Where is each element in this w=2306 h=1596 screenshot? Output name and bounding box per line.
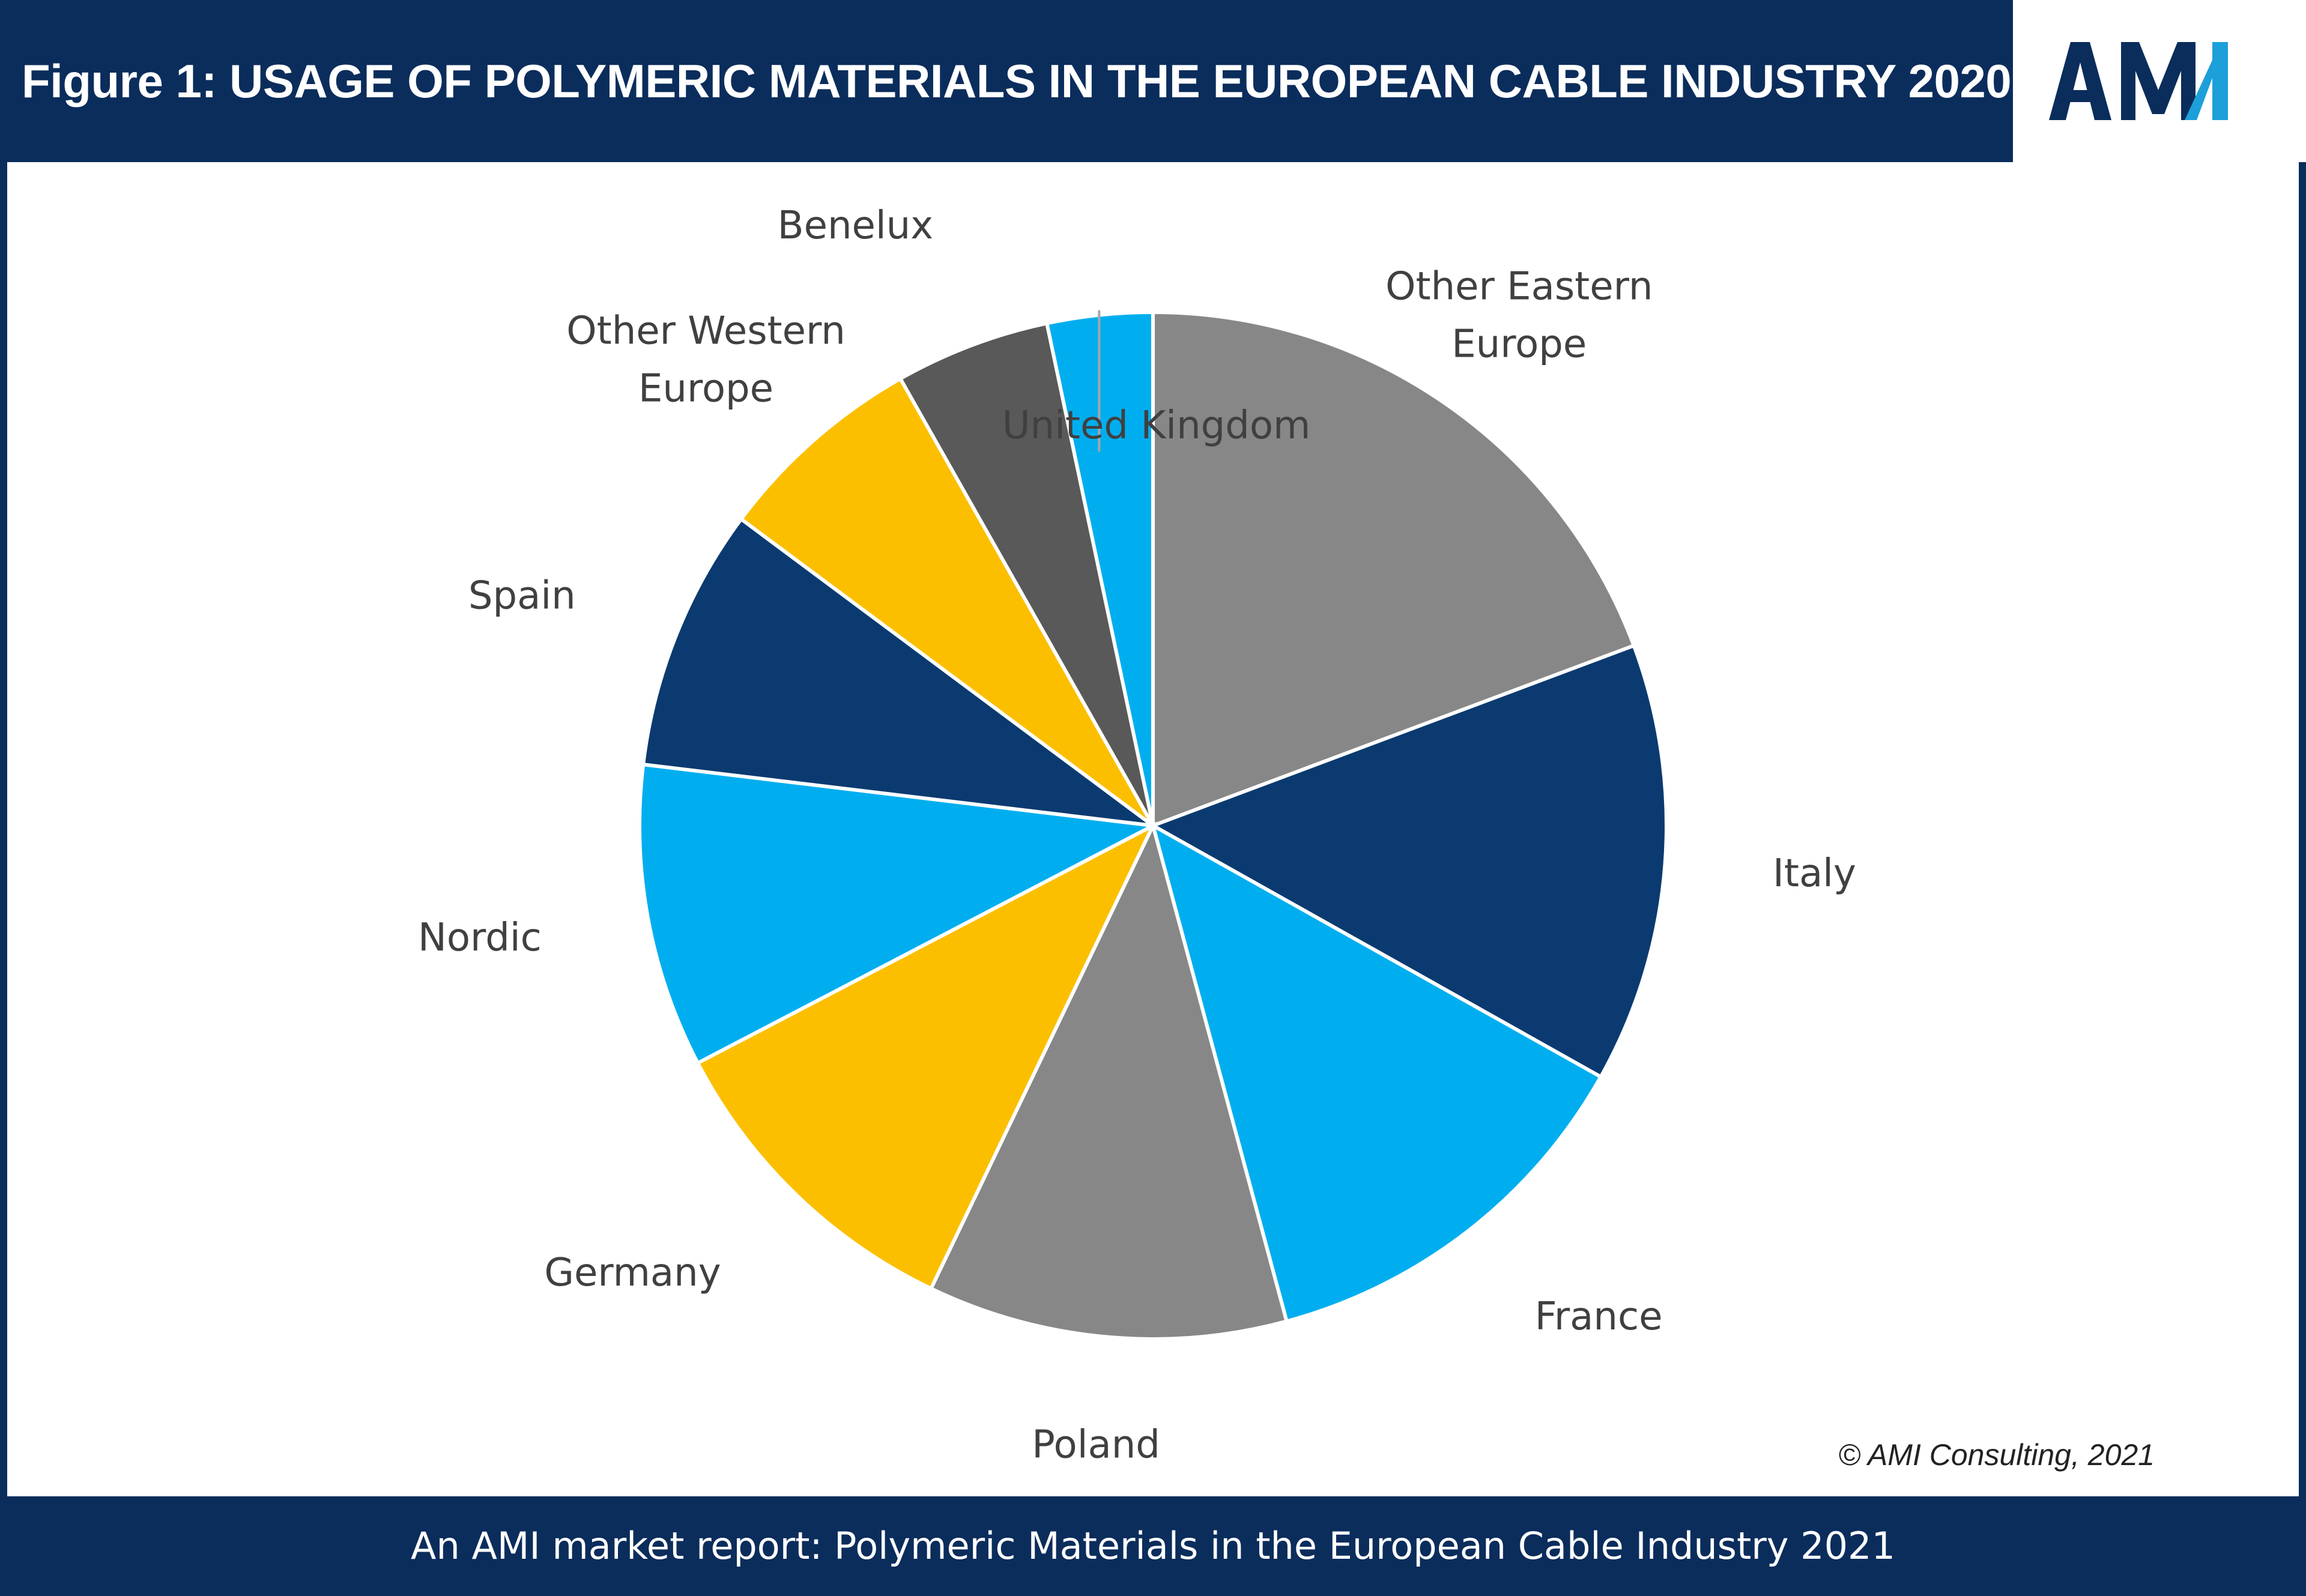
pie-slice-france — [1150, 821, 1603, 1324]
pie-label-poland: Poland — [1032, 1423, 1160, 1468]
ami-logo-graphic — [2049, 42, 2228, 120]
footer-text: An AMI market report: Polymeric Material… — [411, 1524, 1895, 1568]
pie-label-other-eastern-europe: Other Eastern Europe — [1385, 264, 1653, 366]
pie-label-other-western-europe: Other Western Europe — [566, 309, 846, 411]
pie-label-benelux: Benelux — [778, 204, 933, 248]
pie-label-spain: Spain — [468, 573, 576, 618]
header-bar: Figure 1: USAGE OF POLYMERIC MATERIALS I… — [0, 0, 2013, 162]
pie-slice-nordic — [638, 762, 1159, 1066]
pie-chart: Other Eastern Europe Italy France Poland Germ… — [418, 204, 1856, 1468]
pie-slice-germany — [695, 821, 1157, 1291]
pie-slice-italy — [1148, 643, 1668, 1080]
footer-bar: An AMI market report: Polymeric Material… — [0, 1496, 2306, 1596]
pie-slice-benelux — [898, 321, 1155, 827]
pie-label-germany: Germany — [544, 1251, 721, 1295]
copyright-credit: © AMI Consulting, 2021 — [1838, 1438, 2155, 1472]
pie-label-nordic: Nordic — [418, 916, 542, 960]
ami-logo — [2013, 0, 2306, 162]
pie-slice-other-western-europe — [738, 376, 1155, 827]
pie-slice-poland — [928, 820, 1289, 1341]
pie-label-italy: Italy — [1773, 851, 1856, 896]
pie-label-united-kingdom: United Kingdom — [1002, 404, 1311, 448]
pie-slice-other-eastern-europe — [1151, 310, 1636, 829]
figure-title: Figure 1: USAGE OF POLYMERIC MATERIALS I… — [22, 55, 2012, 107]
pie-label-france: France — [1535, 1295, 1663, 1339]
chart-area: Other Eastern Europe Italy France Poland Germ… — [7, 162, 2299, 1496]
pie-slice-spain — [641, 516, 1160, 829]
